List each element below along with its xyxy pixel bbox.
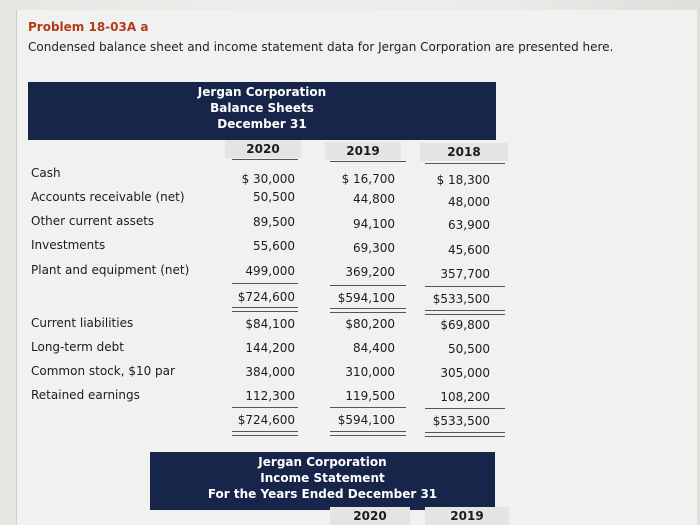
cell-2020: 89,500 bbox=[253, 215, 295, 229]
double-rule bbox=[232, 431, 298, 436]
row-label: Long-term debt bbox=[31, 340, 125, 354]
total-assets-2019: $594,100 bbox=[337, 291, 395, 305]
problem-title: Problem 18-03A a bbox=[28, 20, 149, 34]
statement-name: Balance Sheets bbox=[210, 101, 314, 115]
cell-2019: 44,800 bbox=[353, 192, 395, 206]
cell-2018: 45,600 bbox=[448, 243, 490, 257]
statement-name: Income Statement bbox=[260, 471, 385, 485]
cell-2018: 48,000 bbox=[448, 195, 490, 209]
cell-2020: 50,500 bbox=[253, 190, 295, 204]
income-statement-header: Jergan Corporation Income Statement For … bbox=[150, 452, 495, 510]
row-label: Retained earnings bbox=[31, 388, 140, 402]
total-rule bbox=[330, 285, 406, 286]
total-liab-equity-2018: $533,500 bbox=[432, 414, 490, 428]
total-rule bbox=[330, 407, 406, 408]
row-label: Accounts receivable (net) bbox=[31, 190, 185, 204]
cell-2018: $ 18,300 bbox=[436, 173, 490, 187]
row-label: Plant and equipment (net) bbox=[31, 263, 190, 277]
cell-2019: $80,200 bbox=[345, 317, 395, 331]
total-rule bbox=[232, 407, 298, 408]
cell-2018: 305,000 bbox=[440, 366, 490, 380]
row-label: Other current assets bbox=[31, 214, 155, 228]
statement-date: December 31 bbox=[217, 117, 307, 131]
is-year-2019-heading: 2019 bbox=[425, 507, 509, 525]
total-liab-equity-2020: $724,600 bbox=[237, 413, 295, 427]
total-rule bbox=[425, 408, 505, 409]
total-rule bbox=[425, 286, 505, 287]
double-rule bbox=[232, 307, 298, 312]
total-assets-2018: $533,500 bbox=[432, 292, 490, 306]
cell-2020: 55,600 bbox=[253, 239, 295, 253]
year-2019-heading: 2019 bbox=[325, 142, 401, 160]
row-label: Common stock, $10 par bbox=[31, 364, 175, 378]
underline bbox=[330, 161, 406, 162]
row-label: Current liabilities bbox=[31, 316, 134, 330]
cell-2020: 384,000 bbox=[245, 365, 295, 379]
company-name: Jergan Corporation bbox=[197, 85, 327, 99]
cell-2020: $ 30,000 bbox=[241, 172, 295, 186]
underline bbox=[232, 159, 298, 160]
company-name: Jergan Corporation bbox=[258, 455, 387, 469]
cell-2018: 108,200 bbox=[440, 390, 490, 404]
cell-2018: 357,700 bbox=[440, 267, 490, 281]
cell-2020: 112,300 bbox=[245, 389, 295, 403]
total-liab-equity-2019: $594,100 bbox=[337, 413, 395, 427]
cell-2019: 369,200 bbox=[345, 265, 395, 279]
cell-2020: 499,000 bbox=[245, 264, 295, 278]
cell-2020: 144,200 bbox=[245, 341, 295, 355]
double-rule bbox=[330, 431, 406, 436]
double-rule bbox=[425, 432, 505, 437]
cell-2018: $69,800 bbox=[440, 318, 490, 332]
cell-2018: 63,900 bbox=[448, 218, 490, 232]
double-rule bbox=[330, 308, 406, 313]
problem-intro: Condensed balance sheet and income state… bbox=[28, 40, 614, 54]
double-rule bbox=[425, 310, 505, 315]
cell-2018: 50,500 bbox=[448, 342, 490, 356]
statement-period: For the Years Ended December 31 bbox=[207, 487, 438, 501]
underline bbox=[425, 163, 505, 164]
cell-2019: $ 16,700 bbox=[341, 172, 395, 186]
cell-2019: 69,300 bbox=[353, 241, 395, 255]
cell-2020: $84,100 bbox=[245, 317, 295, 331]
cell-2019: 119,500 bbox=[345, 389, 395, 403]
is-year-2020-heading: 2020 bbox=[330, 507, 410, 525]
year-2020-heading: 2020 bbox=[225, 140, 301, 158]
cell-2019: 310,000 bbox=[345, 365, 395, 379]
cell-2019: 84,400 bbox=[353, 341, 395, 355]
total-rule bbox=[232, 283, 298, 284]
row-label: Cash bbox=[31, 166, 61, 180]
row-label: Investments bbox=[31, 238, 106, 252]
year-2018-heading: 2018 bbox=[420, 143, 508, 161]
total-assets-2020: $724,600 bbox=[237, 290, 295, 304]
balance-sheet-header: Jergan Corporation Balance Sheets Decemb… bbox=[28, 82, 496, 140]
cell-2019: 94,100 bbox=[353, 217, 395, 231]
